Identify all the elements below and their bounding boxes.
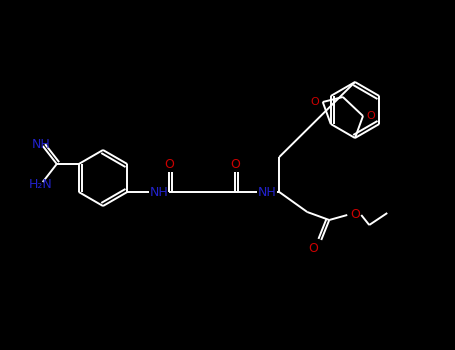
Text: O: O xyxy=(164,158,174,170)
Text: O: O xyxy=(230,158,240,170)
Text: H₂N: H₂N xyxy=(29,177,53,190)
Text: O: O xyxy=(310,97,319,107)
Text: O: O xyxy=(350,209,360,222)
Text: O: O xyxy=(308,241,318,254)
Text: NH: NH xyxy=(258,186,277,198)
Text: O: O xyxy=(367,111,375,121)
Text: NH: NH xyxy=(31,138,50,150)
Text: NH: NH xyxy=(150,186,169,198)
